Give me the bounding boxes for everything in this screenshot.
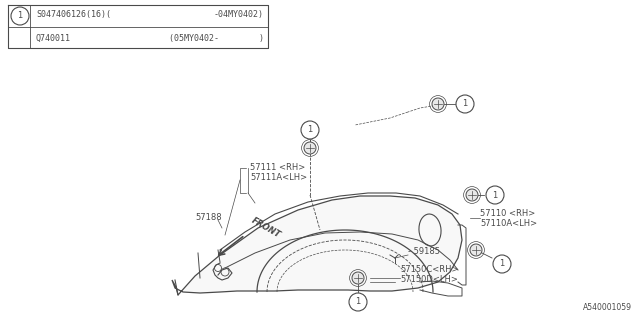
Text: 57188: 57188 <box>195 213 221 222</box>
Text: 57150D<LH>: 57150D<LH> <box>400 276 458 284</box>
Circle shape <box>349 293 367 311</box>
Text: 1: 1 <box>307 125 312 134</box>
Polygon shape <box>172 196 462 295</box>
Text: 57150C<RH>: 57150C<RH> <box>400 266 458 275</box>
Text: 57110 <RH>: 57110 <RH> <box>480 209 535 218</box>
Circle shape <box>301 121 319 139</box>
Text: (05MY0402-        ): (05MY0402- ) <box>169 34 264 43</box>
Circle shape <box>304 142 316 154</box>
Text: 1: 1 <box>499 260 504 268</box>
Text: 57110A<LH>: 57110A<LH> <box>480 219 537 228</box>
Text: A540001059: A540001059 <box>583 303 632 312</box>
Circle shape <box>11 7 29 25</box>
Text: FRONT: FRONT <box>250 216 282 240</box>
Text: 57111 <RH>: 57111 <RH> <box>250 164 305 172</box>
Text: -04MY0402): -04MY0402) <box>214 11 264 20</box>
Circle shape <box>466 189 478 201</box>
Text: - 59185: - 59185 <box>408 247 440 257</box>
Text: 1: 1 <box>462 100 468 108</box>
Text: Q740011: Q740011 <box>36 34 71 43</box>
Circle shape <box>432 98 444 110</box>
Circle shape <box>486 186 504 204</box>
Circle shape <box>470 244 482 256</box>
Text: 1: 1 <box>17 12 22 20</box>
Text: 57111A<LH>: 57111A<LH> <box>250 173 307 182</box>
Circle shape <box>352 272 364 284</box>
Circle shape <box>493 255 511 273</box>
Circle shape <box>456 95 474 113</box>
Text: 1: 1 <box>355 298 360 307</box>
Text: 1: 1 <box>492 190 498 199</box>
Text: S047406126(16)(: S047406126(16)( <box>36 11 111 20</box>
